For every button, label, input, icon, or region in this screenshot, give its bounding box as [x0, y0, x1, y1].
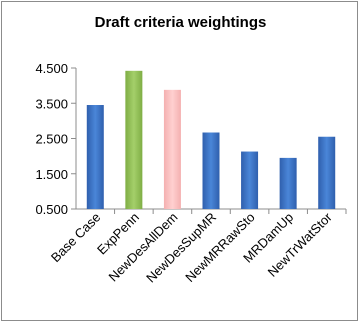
bar-newdesalldem	[163, 89, 181, 209]
x-tick-label: NewDesAllDem	[106, 210, 181, 285]
bar-exppenn	[125, 70, 143, 209]
bar-newmrrawsto	[241, 151, 259, 209]
chart-title: Draft criteria weightings	[94, 14, 267, 31]
x-tick-label: NewMRRawSto	[182, 210, 257, 285]
bar-newdessupmr	[202, 132, 220, 209]
y-tick-label: 2.500	[35, 132, 68, 147]
bar-base-case	[86, 105, 104, 209]
y-tick-label: 0.500	[35, 202, 68, 217]
bar-newtrwatstor	[318, 136, 336, 209]
x-tick-label: Base Case	[48, 210, 104, 266]
bar-mrdamup	[279, 157, 297, 209]
y-tick-label: 3.500	[35, 96, 68, 111]
y-tick-label: 4.500	[35, 61, 68, 76]
y-tick-label: 1.500	[35, 167, 68, 182]
